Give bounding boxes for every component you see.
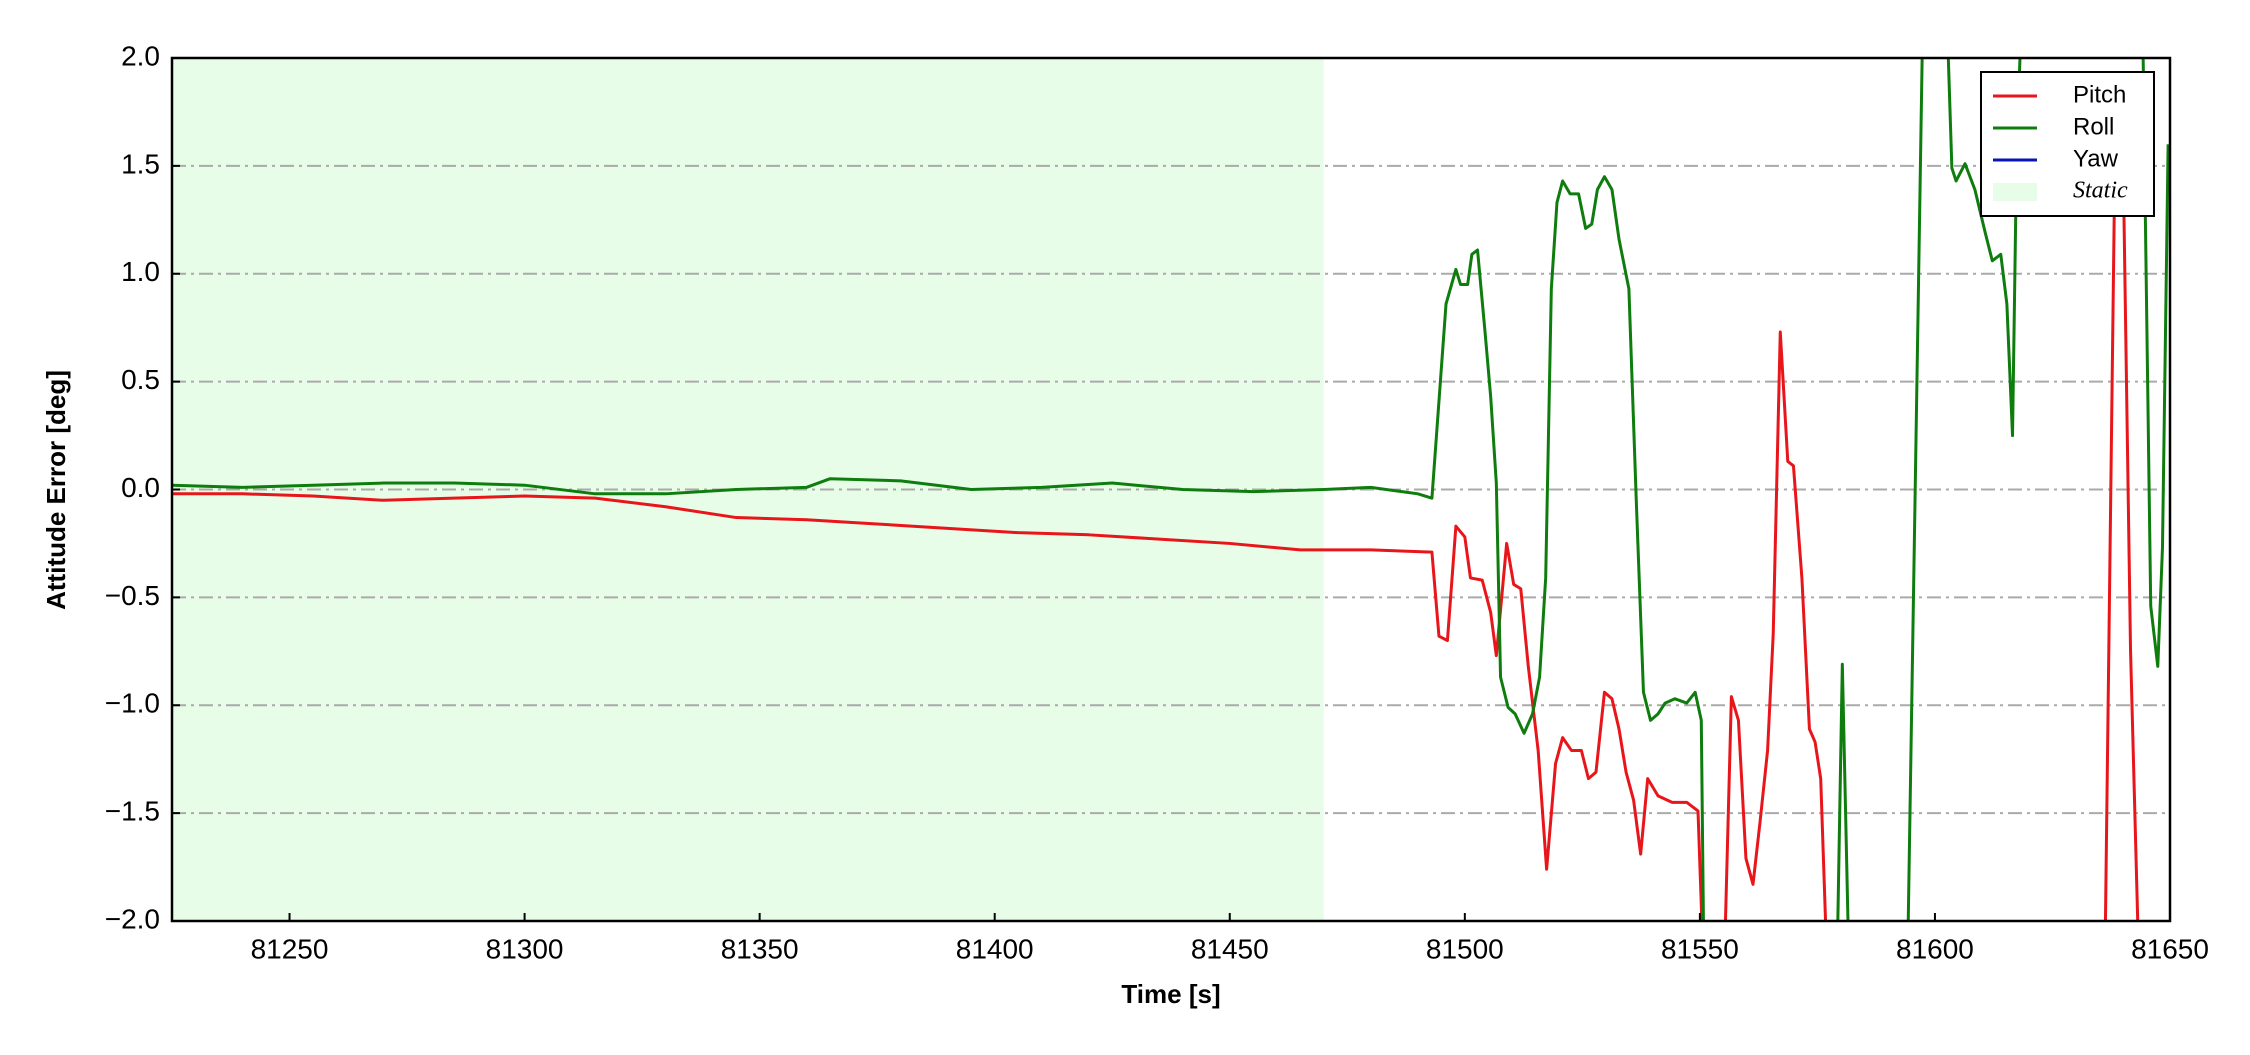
x-tick-label: 81250 bbox=[251, 933, 329, 964]
legend-label: Static bbox=[2073, 178, 2128, 204]
x-tick-label: 81650 bbox=[2131, 933, 2209, 964]
line-layer bbox=[172, 58, 2170, 921]
y-axis-label: Attitude Error [deg] bbox=[41, 370, 71, 610]
legend-swatch bbox=[1993, 183, 2037, 201]
x-tick-label: 81300 bbox=[486, 933, 564, 964]
tick-layer: −2.0 −1.5 −1.0 −0.5 0.0 0.5 1.0 1.5 2.0 81250 8130… bbox=[105, 40, 2209, 964]
legend-label: Pitch bbox=[2073, 81, 2126, 108]
y-tick-label: 1.0 bbox=[121, 256, 160, 287]
x-tick-label: 81600 bbox=[1896, 933, 1974, 964]
y-tick-label: −1.5 bbox=[105, 796, 160, 827]
x-axis-label: Time [s] bbox=[1121, 979, 1220, 1009]
y-tick-label: −2.0 bbox=[105, 903, 160, 934]
y-tick-label: 1.5 bbox=[121, 148, 160, 179]
x-tick-label: 81400 bbox=[956, 933, 1034, 964]
series-line bbox=[172, 58, 2170, 921]
legend-label: Roll bbox=[2073, 113, 2114, 140]
y-tick-label: 0.5 bbox=[121, 364, 160, 395]
x-tick-label: 81350 bbox=[721, 933, 799, 964]
legend-label: Yaw bbox=[2073, 145, 2119, 172]
y-tick-label: 2.0 bbox=[121, 40, 160, 71]
y-tick-label: 0.0 bbox=[121, 472, 160, 503]
x-tick-label: 81450 bbox=[1191, 933, 1269, 964]
y-tick-label: −1.0 bbox=[105, 688, 160, 719]
series-line bbox=[172, 86, 2140, 921]
x-tick-label: 81500 bbox=[1426, 933, 1504, 964]
x-tick-label: 81550 bbox=[1661, 933, 1739, 964]
y-tick-label: −0.5 bbox=[105, 580, 160, 611]
legend: Pitch Roll Yaw Static bbox=[1980, 71, 2155, 217]
